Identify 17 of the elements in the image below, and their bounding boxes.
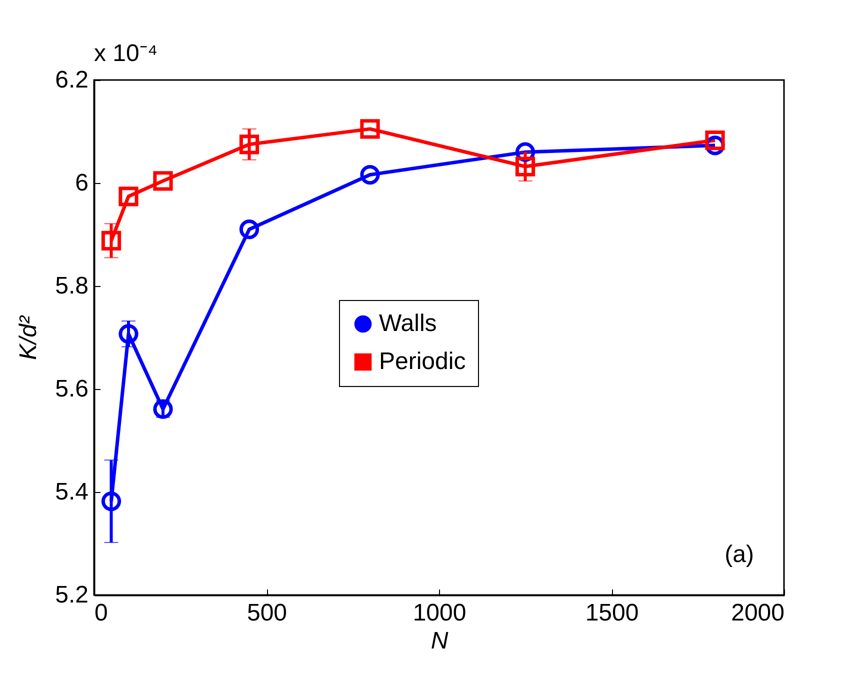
legend-label: Periodic: [379, 348, 466, 375]
x-tick-label: 0: [94, 600, 108, 626]
x-tick-label: 500: [246, 600, 288, 626]
text: x 10⁻⁴: [94, 40, 158, 67]
y-tick-label: 5.8: [55, 272, 88, 300]
x-tick-label: 1000: [412, 600, 466, 626]
y-tick-label: 6: [75, 170, 88, 196]
y-tick-label: 5.6: [55, 376, 88, 402]
y-axis-title: K/d²: [15, 314, 42, 360]
y-tick-label: 5.4: [55, 478, 88, 506]
x-tick-label: 2000: [731, 600, 784, 626]
annotation: (a): [724, 541, 754, 568]
x-tick-label: 1500: [585, 600, 639, 626]
y-tick-label: 5.2: [55, 582, 88, 608]
x-axis-title: N: [430, 628, 449, 654]
y-tick-label: 6.2: [55, 66, 88, 94]
legend-label: Walls: [379, 310, 437, 337]
